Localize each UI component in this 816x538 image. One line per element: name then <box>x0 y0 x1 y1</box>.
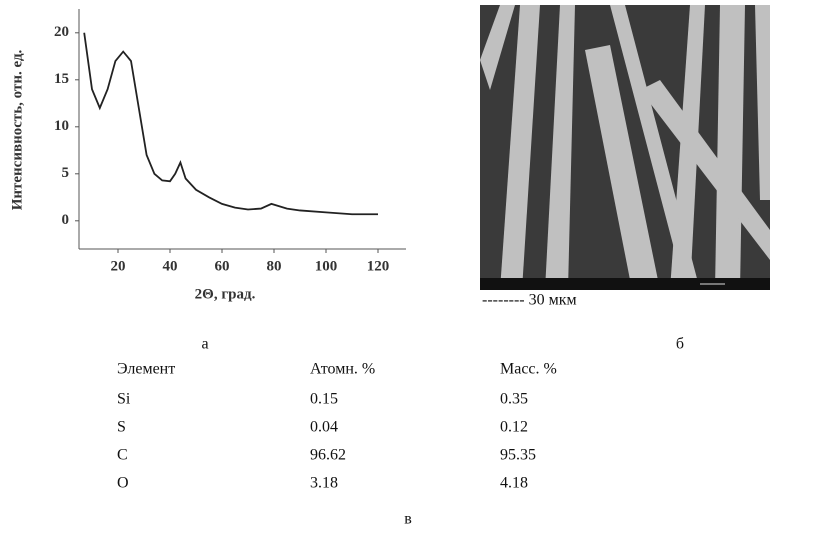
xrd-curve <box>83 32 378 216</box>
table: Элемент Атомн. % Масс. % Si 0.15 0.35 S 0.04 0.1… <box>117 361 557 492</box>
table-cell: 3.18 <box>310 475 338 492</box>
table-cell: C <box>117 447 128 464</box>
y-axis-label: Интенсивность, отн. ед. <box>9 49 25 210</box>
y-tick-label: 0 <box>62 212 70 228</box>
x-tick-label: 100 <box>315 258 338 274</box>
table-cell: 0.15 <box>310 391 338 408</box>
table-cell: Si <box>117 391 131 408</box>
table-cell: O <box>117 475 129 492</box>
table-cell: 0.35 <box>500 391 528 408</box>
sem-image <box>480 5 770 290</box>
x-tick-label: 120 <box>367 258 390 274</box>
panel-label: б <box>676 336 684 353</box>
table-cell: 0.12 <box>500 419 528 436</box>
x-tick-label: 20 <box>111 258 126 274</box>
panel-label: а <box>201 336 208 353</box>
y-tick-label: 15 <box>54 71 69 87</box>
table-header: Атомн. % <box>310 361 375 378</box>
x-tick-label: 60 <box>215 258 230 274</box>
table-cell: 0.04 <box>310 419 338 436</box>
table-cell: S <box>117 419 126 436</box>
table-header: Элемент <box>117 361 175 378</box>
x-tick-label: 40 <box>163 258 178 274</box>
y-tick-label: 20 <box>54 24 69 40</box>
table-header: Масс. % <box>500 361 557 378</box>
table-cell: 95.35 <box>500 447 536 464</box>
y-tick-label: 10 <box>54 118 69 134</box>
x-tick-label: 80 <box>267 258 282 274</box>
table-cell: 96.62 <box>310 447 346 464</box>
panel-label: в <box>404 511 412 528</box>
x-axis-label: 2Θ, град. <box>195 286 256 302</box>
y-tick-label: 5 <box>62 165 70 181</box>
scale-bar: -------- 30 мкм <box>482 292 577 309</box>
table-cell: 4.18 <box>500 475 528 492</box>
